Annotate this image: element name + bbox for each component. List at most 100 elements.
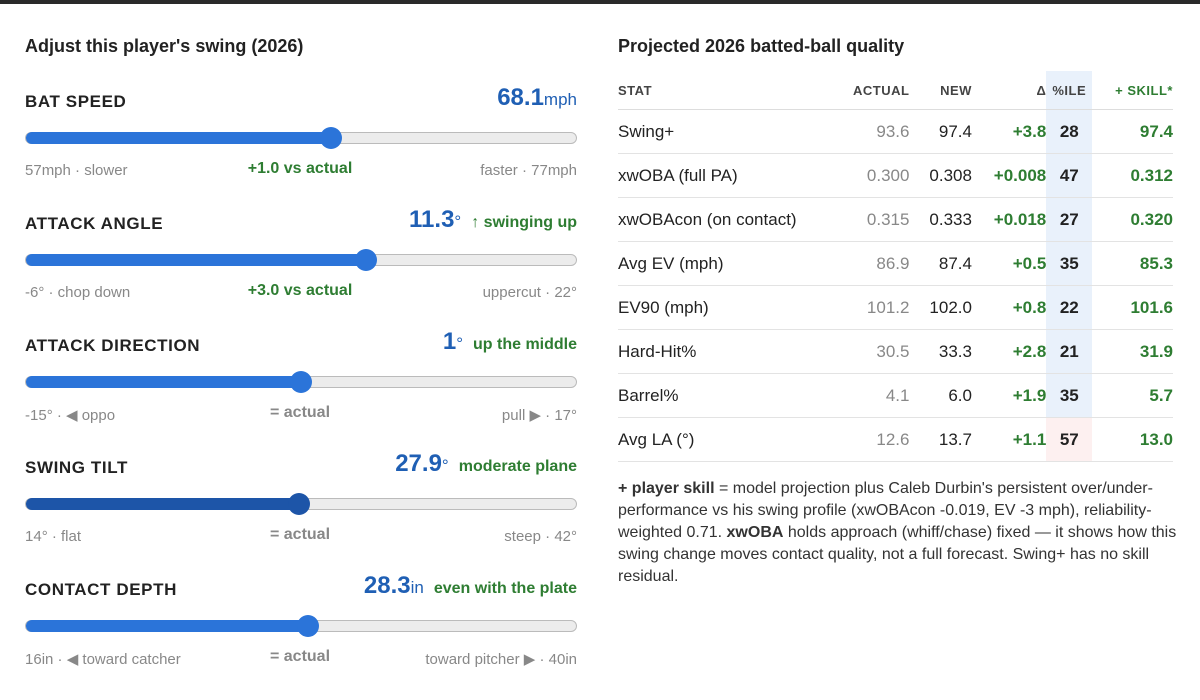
range-min: 14° · flat [25, 528, 81, 545]
range-max-text: faster · [480, 162, 532, 179]
range-min-text: ° · ◀ oppo [46, 407, 116, 424]
delta: +1.0 vs actual [247, 160, 353, 177]
table-cell: 35 [1046, 373, 1093, 418]
slider-label: ATTACK DIRECTION [25, 336, 201, 355]
table-cell: 21 [1046, 329, 1093, 374]
range-min-text: ° · flat [41, 528, 82, 545]
slider-label: BAT SPEED [25, 92, 127, 111]
slider-value: 27.9 [395, 450, 442, 477]
table-row: EV90 (mph) 101.2 102.0 +0.8 22 101.6 [618, 285, 1173, 330]
table-cell: Barrel% [618, 373, 831, 418]
table-cell: 0.300 [830, 153, 910, 198]
range-min-value: -6 [25, 284, 39, 301]
range-min: 57mph · slower [25, 162, 128, 179]
table-cell: 101.2 [830, 285, 910, 330]
table-cell: Avg EV (mph) [618, 241, 831, 286]
slider-value: 28.3 [363, 572, 411, 599]
slider-unit: ° [454, 212, 462, 231]
slider-fill [26, 376, 301, 388]
table-cell: 0.315 [830, 197, 910, 242]
range-min-text: ° · chop down [38, 284, 131, 301]
slider-fill [26, 132, 332, 144]
slider-track [25, 493, 577, 515]
table-cell: 5.7 [1092, 373, 1173, 418]
range-min-value: 14 [25, 528, 42, 545]
delta: = actual [269, 526, 331, 543]
table-cell: 13.7 [909, 417, 972, 462]
table-cell: +2.8 [971, 329, 1047, 374]
slider-label: CONTACT DEPTH [25, 580, 177, 599]
range-max-value: 77 [531, 162, 548, 179]
slider-thumb[interactable] [288, 493, 311, 515]
range-min-value: 16 [25, 651, 42, 668]
slider-track [25, 127, 577, 149]
table-cell: 13.0 [1092, 417, 1173, 462]
table-cell: 0.320 [1092, 197, 1173, 242]
table-cell: 85.3 [1092, 241, 1173, 286]
table-cell: +3.8 [971, 109, 1047, 154]
range-min: -6° · chop down [25, 284, 130, 301]
table-cell: Avg LA (°) [618, 417, 831, 462]
table-cell: +0.5 [971, 241, 1047, 286]
range-max: pull ▶ · 17° [502, 406, 577, 424]
table-cell: xwOBA (full PA) [618, 153, 831, 198]
slider-thumb[interactable] [354, 249, 377, 271]
slider-thumb[interactable] [320, 127, 343, 149]
slider-value: 11.3 [409, 206, 455, 233]
slider-unit: mph [543, 90, 577, 109]
footnote-part: + player skill [618, 480, 715, 497]
column-header: + SKILL* [1092, 71, 1173, 110]
table-cell: 47 [1046, 153, 1093, 198]
range-max: faster · 77mph [480, 162, 577, 179]
table-cell: 33.3 [909, 329, 972, 374]
table-row: xwOBA (full PA) 0.300 0.308 +0.008 47 0.312 [618, 153, 1173, 198]
footnote: + player skill = model projection plus C… [618, 478, 1178, 588]
range-max-text: toward pitcher ▶ · [425, 651, 549, 668]
table-cell: +1.1 [971, 417, 1047, 462]
table-cell: +0.018 [971, 197, 1047, 242]
column-header: STAT [618, 71, 831, 110]
table-cell: 97.4 [1092, 109, 1173, 154]
slider-track [25, 615, 577, 637]
range-min-text: mph · slower [41, 162, 128, 179]
table-cell: 93.6 [830, 109, 910, 154]
range-max-value: 42 [554, 528, 571, 545]
range-max-text: pull ▶ · [501, 407, 555, 424]
table-cell: EV90 (mph) [618, 285, 831, 330]
table-row: Barrel% 4.1 6.0 +1.9 35 5.7 [618, 373, 1173, 418]
slider-value-row: 1° up the middle [443, 328, 577, 356]
table-cell: +1.9 [971, 373, 1047, 418]
range-max-value: 22 [554, 284, 571, 301]
table-cell: 12.6 [830, 417, 910, 462]
table-cell: 4.1 [830, 373, 910, 418]
slider-value: 68.1 [497, 84, 544, 111]
range-max-value: 17 [554, 407, 571, 424]
footnote-part: = model projection plus Caleb Durbin's p… [618, 480, 1153, 541]
slider-track [25, 371, 577, 393]
range-min-value: 57 [25, 162, 42, 179]
range-min: 16in · ◀ toward catcher [25, 650, 181, 668]
range-min-value: -15 [25, 407, 47, 424]
delta: +3.0 vs actual [247, 282, 353, 299]
table-cell: 28 [1046, 109, 1093, 154]
slider-fill [26, 498, 300, 510]
table-cell: 6.0 [909, 373, 972, 418]
range-max: steep · 42° [504, 528, 577, 545]
table-cell: 0.333 [909, 197, 972, 242]
table-cell: Swing+ [618, 109, 831, 154]
slider-note: up the middle [473, 336, 577, 353]
table-row: xwOBAcon (on contact) 0.315 0.333 +0.018 27 0… [618, 197, 1173, 242]
table-cell: 0.308 [909, 153, 972, 198]
slider-thumb[interactable] [290, 371, 312, 393]
column-header: ACTUAL [830, 71, 910, 110]
table-cell: +0.008 [971, 153, 1047, 198]
range-max: toward pitcher ▶ · 40in [425, 650, 577, 668]
column-header: NEW [909, 71, 972, 110]
slider-thumb[interactable] [296, 615, 319, 637]
table-cell: 22 [1046, 285, 1093, 330]
table-cell: 57 [1046, 417, 1093, 462]
delta: = actual [269, 648, 331, 665]
slider-unit: ° [456, 334, 463, 353]
